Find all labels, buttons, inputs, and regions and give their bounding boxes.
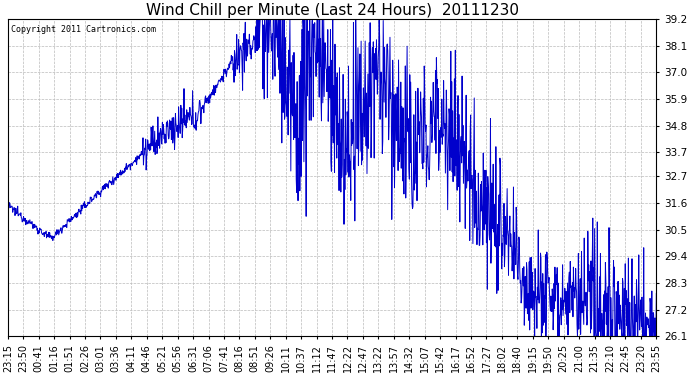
Title: Wind Chill per Minute (Last 24 Hours)  20111230: Wind Chill per Minute (Last 24 Hours) 20…: [146, 3, 519, 18]
Text: Copyright 2011 Cartronics.com: Copyright 2011 Cartronics.com: [11, 25, 156, 34]
